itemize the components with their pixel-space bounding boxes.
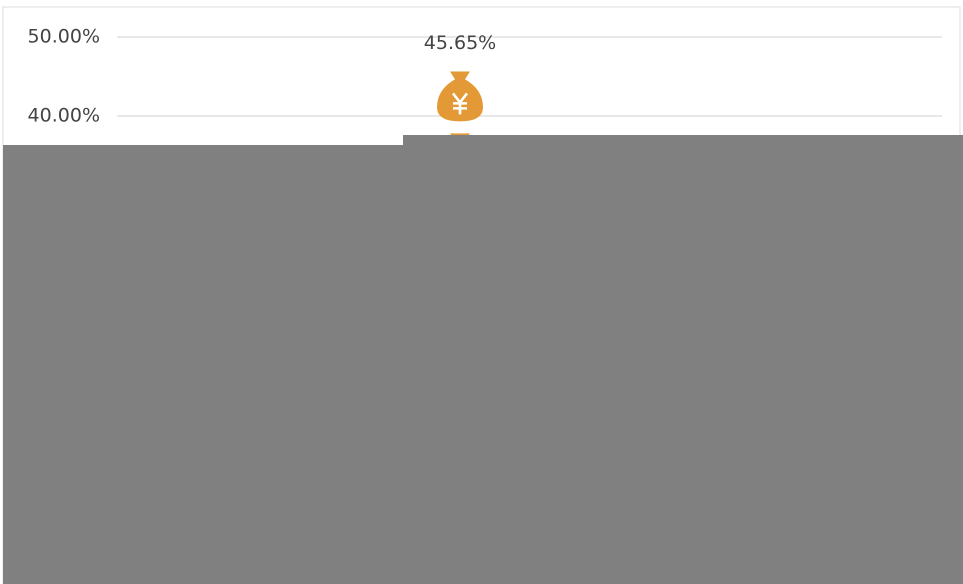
y-tick-label: 50.00% — [28, 26, 100, 48]
data-label: 45.65% — [424, 32, 496, 54]
overlay — [3, 135, 963, 584]
money-bag — [437, 71, 483, 122]
y-tick-label: 40.00% — [28, 105, 100, 127]
yen-sign — [451, 92, 469, 115]
